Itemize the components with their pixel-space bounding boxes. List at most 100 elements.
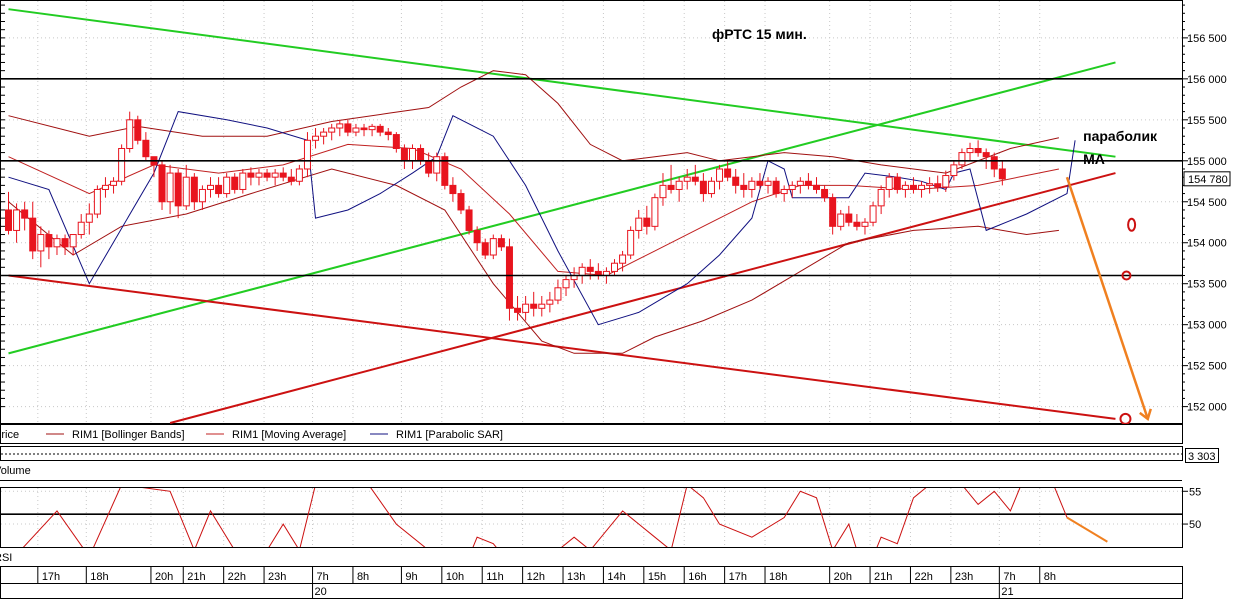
candle-up bbox=[182, 176, 190, 207]
time-hour-label: 15h bbox=[648, 571, 666, 583]
time-day-label: 20 bbox=[315, 586, 327, 598]
price-tick-label: 156 000 bbox=[1187, 74, 1227, 86]
price-tick-label: 154 500 bbox=[1187, 197, 1227, 209]
time-axis-frame bbox=[0, 566, 1183, 599]
candle-up bbox=[546, 299, 554, 305]
candle-up bbox=[303, 139, 311, 170]
candle-up bbox=[409, 147, 416, 162]
candle-down bbox=[21, 209, 29, 219]
candle-down bbox=[465, 209, 473, 231]
trendline-green-lower bbox=[8, 61, 1116, 355]
candle-up bbox=[619, 254, 627, 264]
rsi-tick-label: 55 bbox=[1189, 486, 1201, 498]
time-hour-label: 11h bbox=[486, 571, 504, 583]
time-hour-label: 8h bbox=[1044, 571, 1056, 583]
price-panel: фРТС 15 мин. параболик MA bbox=[0, 0, 1183, 425]
chart-title: фРТС 15 мин. bbox=[712, 26, 807, 42]
candle-up bbox=[627, 229, 635, 256]
candle-up bbox=[433, 156, 441, 174]
candle-up bbox=[110, 180, 118, 186]
candle-up bbox=[336, 123, 344, 129]
volume-value: 3 303 bbox=[1188, 451, 1216, 463]
legend-moving-average: RIM1 [Moving Average] bbox=[232, 429, 346, 441]
time-hour-label: 16h bbox=[688, 571, 706, 583]
candle-down bbox=[134, 119, 142, 141]
candle-down bbox=[732, 176, 740, 186]
time-hour-label: 17h bbox=[42, 571, 60, 583]
current-price-box bbox=[1183, 171, 1231, 187]
time-hour-label: 21h bbox=[874, 571, 892, 583]
candle-down bbox=[376, 125, 384, 133]
candle-up bbox=[489, 238, 497, 256]
time-hour-label: 18h bbox=[769, 571, 787, 583]
candle-down bbox=[247, 172, 255, 178]
candle-up bbox=[796, 180, 804, 186]
annotation-parabolic: параболик bbox=[1083, 128, 1158, 144]
candle-down bbox=[174, 172, 182, 207]
candle-down bbox=[772, 180, 780, 195]
candle-down bbox=[699, 180, 707, 195]
candle-down bbox=[287, 176, 295, 182]
volume-strip bbox=[0, 446, 1183, 461]
candle-up bbox=[918, 184, 926, 190]
time-hour-label: 20h bbox=[834, 571, 852, 583]
trend-lines bbox=[8, 8, 1116, 424]
candle-down bbox=[473, 229, 481, 244]
trendline-red-lower bbox=[8, 274, 1116, 420]
candle-down bbox=[829, 197, 837, 227]
rsi-tick-label: 50 bbox=[1189, 519, 1201, 531]
time-hour-label: 23h bbox=[268, 571, 286, 583]
candle-up bbox=[869, 205, 877, 223]
candle-up bbox=[522, 303, 530, 313]
time-hour-label: 22h bbox=[228, 571, 246, 583]
candle-down bbox=[821, 188, 829, 199]
candle-up bbox=[675, 180, 683, 190]
candle-up bbox=[101, 184, 109, 190]
candle-up bbox=[93, 188, 101, 215]
bollinger-upper bbox=[8, 70, 1060, 174]
candle-up bbox=[877, 188, 885, 207]
candle-down bbox=[740, 184, 748, 190]
horizontal-levels bbox=[1, 78, 1182, 277]
time-hour-label: 9h bbox=[405, 571, 417, 583]
time-hour-label: 13h bbox=[567, 571, 585, 583]
left-minor-ticks bbox=[1, 4, 5, 408]
candle-up bbox=[328, 127, 336, 133]
candle-down bbox=[279, 172, 287, 178]
candle-down bbox=[982, 152, 990, 158]
candle-down bbox=[756, 180, 764, 186]
candle-down bbox=[998, 168, 1006, 180]
candle-down bbox=[142, 139, 150, 158]
candle-down bbox=[400, 147, 408, 162]
candle-down bbox=[813, 184, 820, 190]
legend-bar bbox=[0, 424, 1183, 444]
candle-up bbox=[85, 213, 93, 223]
candle-down bbox=[190, 176, 198, 203]
candle-up bbox=[861, 221, 869, 227]
candle-up bbox=[611, 262, 618, 272]
candle-down bbox=[417, 147, 425, 162]
candle-down bbox=[804, 180, 812, 186]
candle-up bbox=[885, 176, 893, 190]
price-tick-label: 153 500 bbox=[1187, 279, 1227, 291]
candle-up bbox=[198, 188, 206, 203]
candle-up bbox=[966, 147, 974, 154]
candle-up bbox=[312, 135, 320, 141]
rsi-line bbox=[22, 488, 1108, 547]
price-tick-label: 152 500 bbox=[1187, 361, 1227, 373]
rsi-axis: 55 50 bbox=[1182, 486, 1201, 547]
candle-up bbox=[901, 184, 909, 190]
candle-down bbox=[158, 164, 166, 203]
candle-up bbox=[295, 168, 303, 182]
volume-value-box bbox=[1185, 448, 1219, 463]
candle-down bbox=[845, 213, 853, 223]
price-tick-label: 153 000 bbox=[1187, 320, 1227, 332]
candle-down bbox=[481, 242, 489, 256]
candle-up bbox=[554, 287, 562, 301]
candle-up bbox=[788, 184, 796, 190]
price-tick-label: 155 500 bbox=[1187, 115, 1227, 127]
candle-up bbox=[780, 188, 788, 195]
candle-up bbox=[53, 238, 61, 248]
candle-down bbox=[934, 183, 942, 188]
candle-down bbox=[344, 123, 352, 133]
